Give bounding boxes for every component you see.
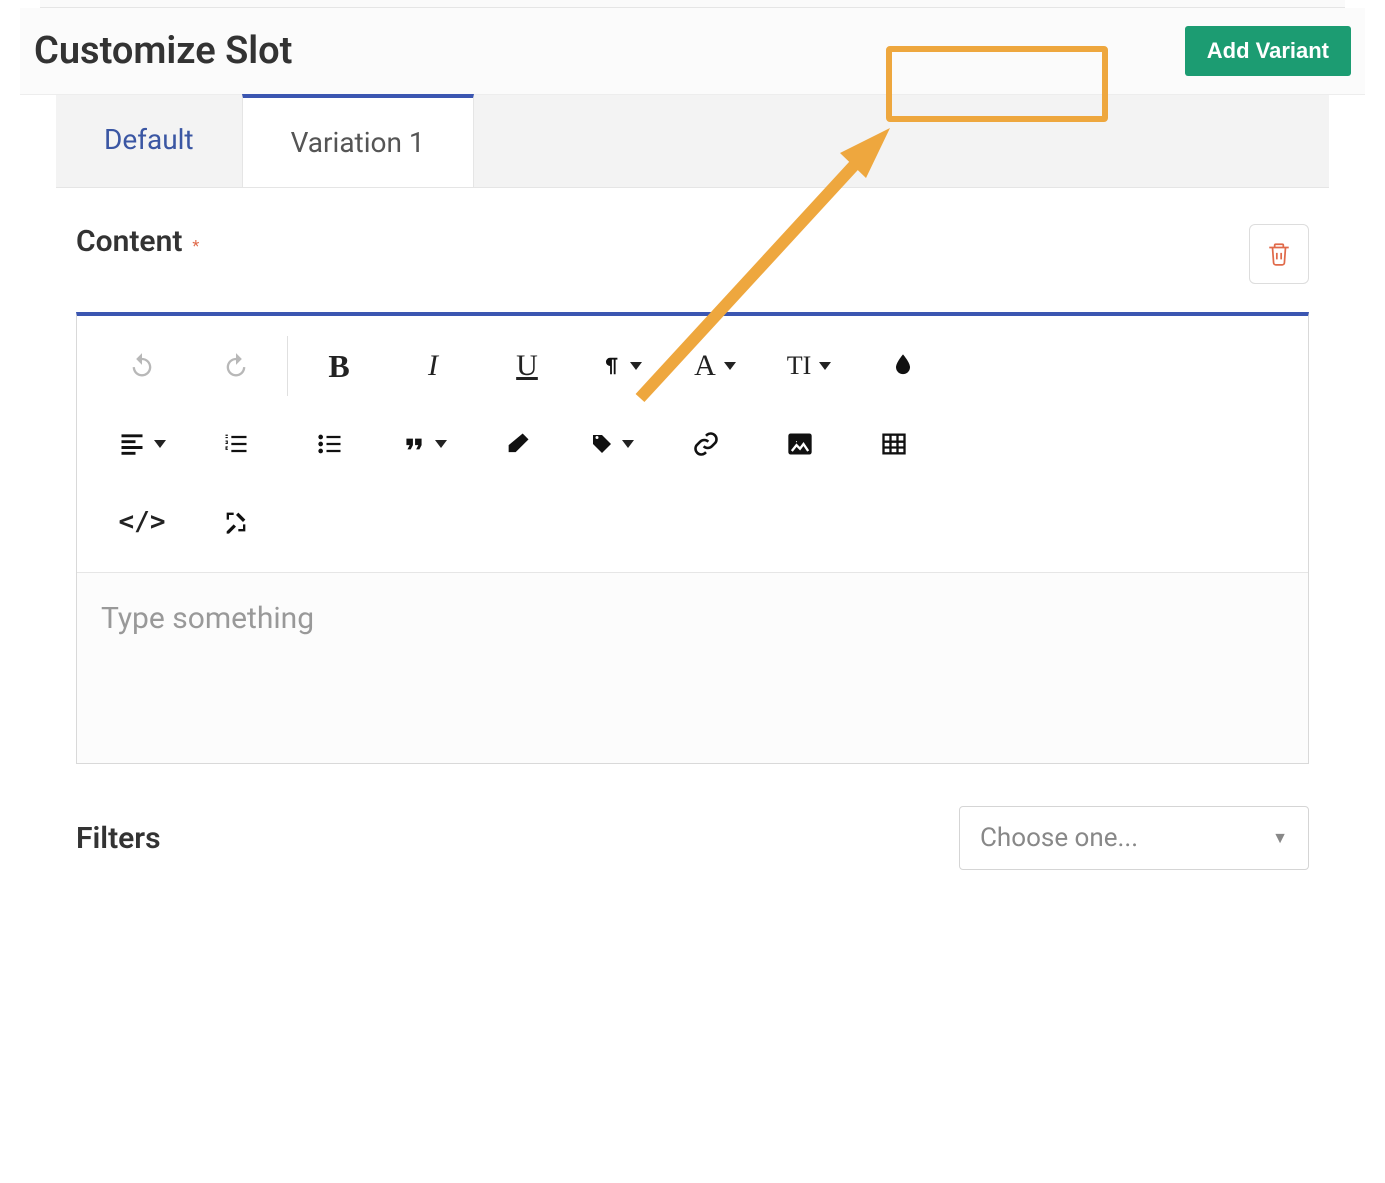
image-icon: [786, 430, 814, 458]
redo-button[interactable]: [189, 336, 283, 396]
text-case-button[interactable]: TI: [762, 336, 856, 396]
page-title: Customize Slot: [34, 29, 292, 73]
italic-icon: I: [428, 349, 438, 383]
underline-button[interactable]: U: [480, 336, 574, 396]
tab-variation-1[interactable]: Variation 1: [242, 94, 474, 187]
filters-row: Filters Choose one... ▼: [76, 806, 1309, 870]
font-color-button[interactable]: A: [668, 336, 762, 396]
bold-icon: B: [328, 348, 349, 385]
quote-button[interactable]: [377, 414, 471, 474]
align-icon: [118, 430, 146, 458]
editor-textarea[interactable]: Type something: [77, 573, 1308, 763]
font-color-icon: A: [694, 349, 716, 383]
code-view-button[interactable]: </>: [95, 492, 189, 552]
required-indicator: *: [192, 236, 199, 255]
content-field-label: Content *: [76, 224, 199, 259]
unordered-list-icon: [316, 430, 344, 458]
filters-label: Filters: [76, 821, 161, 856]
undo-icon: [128, 352, 156, 380]
code-icon: </>: [119, 507, 166, 537]
text-case-icon: TI: [787, 351, 812, 381]
italic-button[interactable]: I: [386, 336, 480, 396]
undo-button[interactable]: [95, 336, 189, 396]
align-button[interactable]: [95, 414, 189, 474]
tag-button[interactable]: [565, 414, 659, 474]
tag-icon: [590, 432, 614, 456]
link-button[interactable]: [659, 414, 753, 474]
image-button[interactable]: [753, 414, 847, 474]
bold-button[interactable]: B: [292, 336, 386, 396]
filters-select-placeholder: Choose one...: [980, 823, 1138, 853]
rich-text-editor: B I U A TI: [76, 312, 1309, 764]
tab-default[interactable]: Default: [56, 95, 242, 187]
content-label-text: Content: [76, 224, 182, 259]
quote-icon: [401, 431, 427, 457]
unordered-list-button[interactable]: [283, 414, 377, 474]
redo-icon: [222, 352, 250, 380]
delete-button[interactable]: [1249, 224, 1309, 284]
add-variant-button[interactable]: Add Variant: [1185, 26, 1351, 76]
editor-toolbar: B I U A TI: [77, 316, 1308, 573]
trash-icon: [1266, 241, 1292, 267]
table-button[interactable]: [847, 414, 941, 474]
ordered-list-button[interactable]: [189, 414, 283, 474]
filters-select[interactable]: Choose one... ▼: [959, 806, 1309, 870]
top-divider: [40, 0, 1345, 8]
ink-drop-button[interactable]: [856, 336, 950, 396]
variation-tabs: Default Variation 1: [56, 95, 1329, 188]
tab-panel: Content *: [56, 188, 1329, 890]
eraser-icon: [504, 430, 532, 458]
chevron-down-icon: ▼: [1272, 828, 1288, 848]
expand-icon: [222, 508, 250, 536]
pilcrow-icon: [600, 355, 622, 377]
link-icon: [692, 430, 720, 458]
header-bar: Customize Slot Add Variant: [20, 8, 1365, 95]
drop-icon: [889, 352, 917, 380]
fullscreen-button[interactable]: [189, 492, 283, 552]
underline-icon: U: [516, 349, 538, 383]
table-icon: [880, 430, 908, 458]
eraser-button[interactable]: [471, 414, 565, 474]
ordered-list-icon: [222, 430, 250, 458]
paragraph-format-button[interactable]: [574, 336, 668, 396]
toolbar-separator: [287, 336, 288, 396]
